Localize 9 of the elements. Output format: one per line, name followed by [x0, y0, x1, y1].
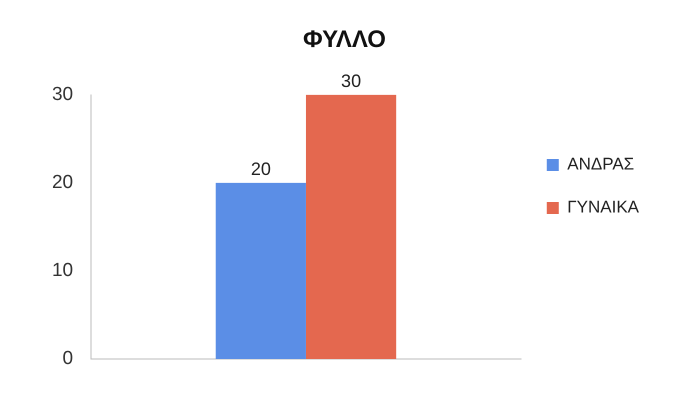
legend-label: ΑΝΔΡΑΣ	[567, 154, 634, 174]
y-tick-label: 20	[52, 172, 74, 194]
y-tick-label: 0	[62, 348, 74, 370]
y-tick-label: 30	[52, 84, 74, 106]
data-label: 20	[250, 158, 271, 179]
data-label: 30	[341, 70, 362, 91]
chart-title: ΦΥΛΛΟ	[303, 26, 386, 54]
legend-label: ΓΥΝΑΙΚΑ	[567, 198, 640, 217]
y-tick-label: 10	[52, 260, 74, 282]
